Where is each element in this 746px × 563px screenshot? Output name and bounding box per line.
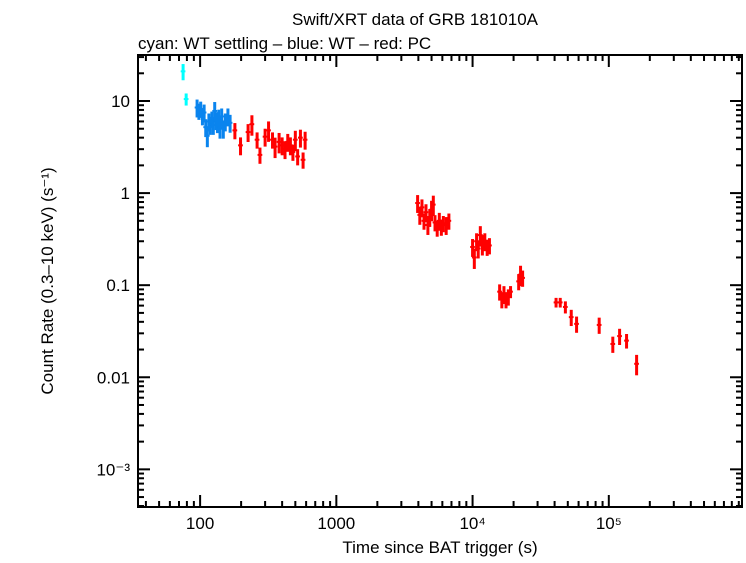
- data-point: [419, 199, 425, 218]
- x-tick-label: 10⁴: [459, 514, 485, 533]
- series-wt-settling: [180, 64, 189, 106]
- data-point: [249, 115, 255, 136]
- data-point: [562, 301, 568, 314]
- data-point: [430, 195, 436, 217]
- data-point: [245, 124, 251, 143]
- y-tick-label: 1: [121, 184, 130, 203]
- data-point: [204, 126, 210, 148]
- data-point: [257, 147, 263, 164]
- plot-frame: [137, 54, 743, 508]
- data-point: [238, 137, 243, 156]
- chart-subtitle: cyan: WT settling – blue: WT – red: PC: [138, 34, 431, 53]
- data-point: [272, 137, 278, 159]
- y-axis-label: Count Rate (0.3–10 keV) (s⁻¹): [38, 167, 57, 394]
- data-point: [295, 149, 300, 166]
- data-point: [520, 270, 525, 287]
- data-point: [568, 309, 574, 327]
- data-point: [227, 114, 233, 133]
- data-point: [302, 131, 308, 150]
- data-point: [201, 104, 207, 123]
- x-tick-label: 100: [186, 514, 214, 533]
- data-point: [596, 317, 602, 334]
- y-tick-label: 0.1: [106, 276, 130, 295]
- series-wt: [194, 99, 233, 148]
- data-point: [557, 297, 563, 308]
- chart-title: Swift/XRT data of GRB 181010A: [292, 10, 539, 29]
- data-point: [415, 195, 420, 213]
- x-tick-label: 1000: [317, 514, 355, 533]
- data-point: [217, 118, 223, 139]
- series-pc: [232, 115, 639, 376]
- data-point: [219, 108, 225, 127]
- data-point: [610, 336, 616, 353]
- data-point: [232, 123, 238, 140]
- data-point: [634, 354, 639, 376]
- data-point: [470, 239, 475, 257]
- data-point: [292, 130, 298, 152]
- y-tick-label: 10: [111, 92, 130, 111]
- data-point: [290, 144, 296, 161]
- x-tick-label: 10⁵: [596, 514, 622, 533]
- data-point: [497, 284, 502, 301]
- data-point: [262, 128, 268, 147]
- data-point: [254, 132, 260, 149]
- data-point: [180, 64, 186, 81]
- data-point: [508, 286, 513, 299]
- data-point: [276, 132, 282, 154]
- data-point: [298, 129, 303, 148]
- y-tick-label: 0.01: [97, 368, 130, 387]
- data-point: [446, 213, 452, 230]
- data-point: [553, 297, 559, 308]
- data-point: [617, 328, 622, 346]
- data-point: [198, 101, 204, 118]
- data-point: [471, 248, 477, 269]
- data-point: [423, 204, 429, 223]
- y-tick-label: 10⁻³: [96, 460, 130, 479]
- data-point: [624, 333, 629, 349]
- data-point: [475, 240, 481, 259]
- data-point: [183, 93, 189, 106]
- data-point: [574, 316, 579, 333]
- data-point: [487, 238, 492, 255]
- data-point: [266, 121, 271, 142]
- x-axis-label: Time since BAT trigger (s): [342, 538, 537, 557]
- data-point: [300, 152, 306, 169]
